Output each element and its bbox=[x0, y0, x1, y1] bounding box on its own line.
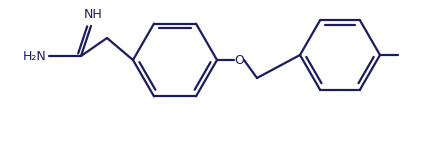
Text: H₂N: H₂N bbox=[23, 50, 47, 63]
Text: O: O bbox=[234, 54, 244, 66]
Text: NH: NH bbox=[84, 8, 102, 21]
